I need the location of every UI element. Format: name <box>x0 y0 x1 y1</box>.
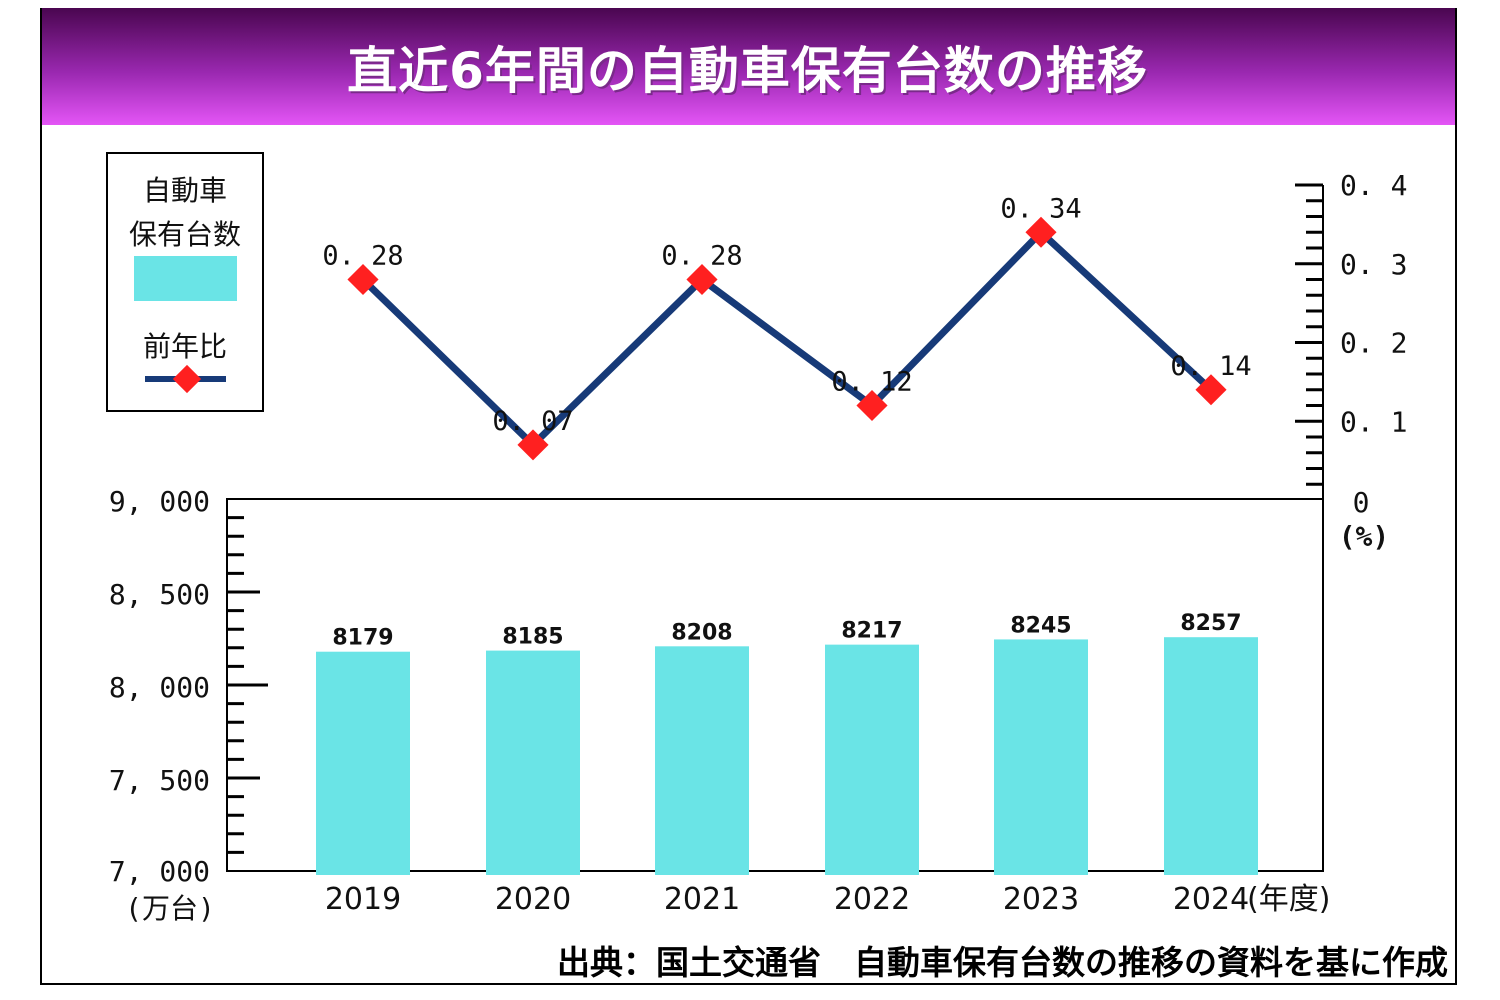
bar-2020 <box>486 650 580 875</box>
right-axis-tick-label: 0. 4 <box>1340 169 1407 202</box>
bar-value-label: 8208 <box>671 620 732 645</box>
bar-value-label: 8217 <box>841 619 902 644</box>
x-axis-unit: (年度) <box>1247 882 1330 917</box>
bar-2022 <box>825 644 919 875</box>
line-marker-2021 <box>686 263 718 296</box>
left-axis-tick-label: 7, 000 <box>109 855 210 888</box>
line-value-label: 0. 28 <box>661 241 742 272</box>
right-axis-tick-label: 0. 1 <box>1340 405 1407 438</box>
right-axis-tick-label: 0. 3 <box>1340 248 1407 281</box>
right-axis-tick-label: 0. 2 <box>1340 327 1407 360</box>
line-marker-2019 <box>347 263 379 296</box>
title-bar: 直近6年間の自動車保有台数の推移 <box>40 8 1455 125</box>
line-marker-2024 <box>1195 374 1227 406</box>
left-axis-tick-label: 7, 500 <box>109 764 210 797</box>
x-axis-label: 2022 <box>834 882 910 917</box>
legend: 自動車 保有台数 前年比 <box>106 152 264 412</box>
right-axis-unit: (%) <box>1339 520 1390 553</box>
legend-bar-label-2: 保有台数 <box>129 218 241 251</box>
line-value-label: 0. 14 <box>1170 351 1251 382</box>
source-note: 出典：国土交通省 自動車保有台数の推移の資料を基に作成 <box>557 943 1448 982</box>
bar-2019 <box>316 651 410 875</box>
bar-2024 <box>1164 637 1258 875</box>
x-axis-label: 2019 <box>325 882 401 917</box>
line-value-label: 0. 34 <box>1000 193 1081 224</box>
left-axis-tick-label: 8, 500 <box>109 578 210 611</box>
line-marker-2022 <box>856 389 888 422</box>
line-value-label: 0. 07 <box>492 406 573 437</box>
bar-value-label: 8179 <box>332 626 393 651</box>
legend-line-label: 前年比 <box>143 330 227 363</box>
right-axis-tick-label: 0 <box>1353 486 1370 519</box>
left-axis-tick-label: 9, 000 <box>109 485 210 518</box>
legend-bar-swatch <box>134 256 237 301</box>
line-value-label: 0. 12 <box>831 367 912 398</box>
x-axis-label: 2024 <box>1173 882 1249 917</box>
chart-frame <box>40 8 1457 985</box>
left-axis-tick-label: 8, 000 <box>109 671 210 704</box>
bar-2023 <box>994 639 1088 875</box>
bar-value-label: 8257 <box>1180 611 1241 636</box>
line-marker-2020 <box>517 429 549 461</box>
bar-2021 <box>655 646 749 875</box>
x-axis-label: 2020 <box>495 882 571 917</box>
legend-bar-label-1: 自動車 <box>143 174 227 207</box>
line-series-yoy <box>360 227 1214 450</box>
chart-title: 直近6年間の自動車保有台数の推移 <box>347 41 1148 100</box>
x-axis-label: 2021 <box>664 882 740 917</box>
bar-value-label: 8245 <box>1010 613 1071 638</box>
line-value-label: 0. 28 <box>322 241 403 272</box>
bar-value-label: 8185 <box>502 625 563 650</box>
left-axis-unit: (万台) <box>125 892 215 925</box>
x-axis-label: 2023 <box>1003 882 1079 917</box>
